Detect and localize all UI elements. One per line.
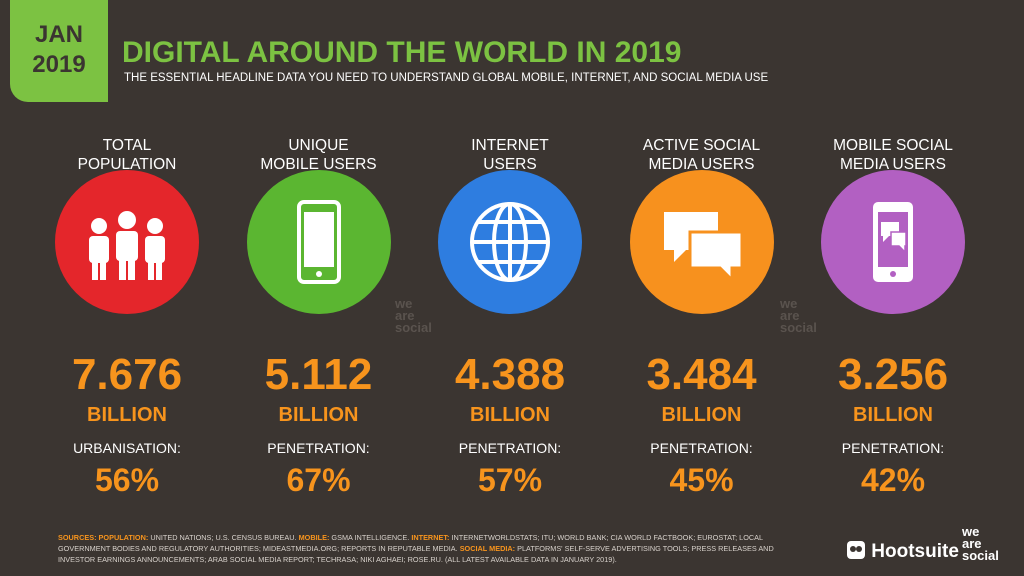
sub-value: 45% xyxy=(669,462,734,498)
column: TOTAL POPULATION 7.676 BILLION URBANISATION:… xyxy=(32,0,222,498)
value: 7.676 xyxy=(71,350,183,399)
source-label: MOBILE: xyxy=(298,533,330,542)
column-label: ACTIVE SOCIAL xyxy=(642,137,761,154)
source-label: INTERNET: xyxy=(411,533,450,542)
logo-line: we xyxy=(962,524,980,539)
unit: BILLION xyxy=(470,404,550,426)
icon xyxy=(873,202,913,282)
sub-label: PENETRATION: xyxy=(458,440,562,456)
column-label: POPULATION xyxy=(77,156,177,173)
hootsuite-logo: Hootsuite xyxy=(846,540,959,563)
column-label: MOBILE SOCIAL xyxy=(833,137,953,154)
sub-label: PENETRATION: xyxy=(841,440,945,456)
sub-value: 56% xyxy=(94,462,160,498)
sub-value: 42% xyxy=(860,462,926,498)
hootsuite-text: Hootsuite xyxy=(871,541,959,562)
value: 3.256 xyxy=(837,350,949,399)
sub-value: 57% xyxy=(477,462,543,498)
icon-circle xyxy=(438,170,582,314)
icon-circle xyxy=(629,170,774,314)
source-text: PLATFORMS' SELF-SERVE ADVERTISING TOOLS;… xyxy=(58,544,774,564)
sources-heading: SOURCES: xyxy=(58,533,97,542)
value: 3.484 xyxy=(646,350,757,399)
sub-label: URBANISATION: xyxy=(73,440,181,456)
sources: SOURCES: POPULATION: UNITED NATIONS; U.S… xyxy=(58,532,778,565)
unit: BILLION xyxy=(853,404,933,426)
icon xyxy=(296,200,341,284)
column-label: USERS xyxy=(483,156,537,173)
source-text: GSMA INTELLIGENCE. xyxy=(331,533,410,542)
wearesocial-logo: we are social xyxy=(962,524,999,563)
watermark: we are social xyxy=(395,296,432,335)
unit: BILLION xyxy=(87,404,167,426)
watermark: we are social xyxy=(780,296,817,335)
column: INTERNET USERS 4.388 BILLION PENETRATION: 57% xyxy=(415,0,605,498)
unit: BILLION xyxy=(661,404,742,426)
logo-line: are xyxy=(962,536,982,551)
icon-circle xyxy=(246,170,391,314)
source-label: POPULATION: xyxy=(98,533,149,542)
column-label: MEDIA USERS xyxy=(648,156,755,173)
source-text: INTERNETWORLDSTATS; ITU; WORLD BANK; CIA… xyxy=(58,533,763,553)
date-month: JAN xyxy=(34,21,83,48)
unit: BILLION xyxy=(278,404,359,426)
column: ACTIVE SOCIAL MEDIA USERS 3.484 BILLION PENE… xyxy=(607,0,797,498)
value: 5.112 xyxy=(264,350,373,399)
column-label: MEDIA USERS xyxy=(840,156,946,173)
column-label: INTERNET xyxy=(471,137,549,154)
column-label: TOTAL xyxy=(102,137,152,154)
source-text: UNITED NATIONS; U.S. CENSUS BUREAU. xyxy=(150,533,297,542)
column-label: MOBILE USERS xyxy=(260,156,377,173)
sub-label: PENETRATION: xyxy=(650,440,753,456)
icon-circle xyxy=(821,170,965,314)
column: MOBILE SOCIAL MEDIA USERS 3.256 BILLION PENE… xyxy=(798,0,988,498)
sub-label: PENETRATION: xyxy=(267,440,370,456)
icon xyxy=(89,211,165,280)
title: DIGITAL AROUND THE WORLD IN 2019 xyxy=(122,36,682,69)
sub-value: 67% xyxy=(286,462,351,498)
icon xyxy=(470,202,550,282)
value: 4.388 xyxy=(454,350,566,399)
date-tab: JAN 2019 xyxy=(10,0,108,102)
icon-circle xyxy=(55,170,199,314)
column: UNIQUE MOBILE USERS 5.112 BILLION PENETRATIO… xyxy=(224,0,414,498)
source-label: SOCIAL MEDIA: xyxy=(459,544,516,553)
owl-icon xyxy=(847,541,865,559)
subtitle: THE ESSENTIAL HEADLINE DATA YOU NEED TO … xyxy=(124,72,769,84)
icon xyxy=(663,212,743,284)
logo-line: social xyxy=(962,548,999,563)
date-year: 2019 xyxy=(32,51,86,78)
column-label: UNIQUE xyxy=(288,137,349,154)
